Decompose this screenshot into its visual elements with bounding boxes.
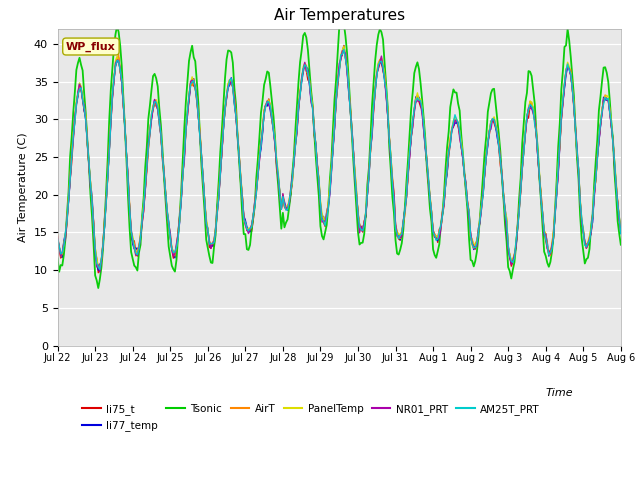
Title: Air Temperatures: Air Temperatures [274, 9, 404, 24]
Y-axis label: Air Temperature (C): Air Temperature (C) [18, 132, 28, 242]
Legend: li75_t, li77_temp, Tsonic, AirT, PanelTemp, NR01_PRT, AM25T_PRT: li75_t, li77_temp, Tsonic, AirT, PanelTe… [78, 400, 544, 435]
Text: WP_flux: WP_flux [66, 41, 116, 52]
Text: Time: Time [545, 388, 573, 398]
